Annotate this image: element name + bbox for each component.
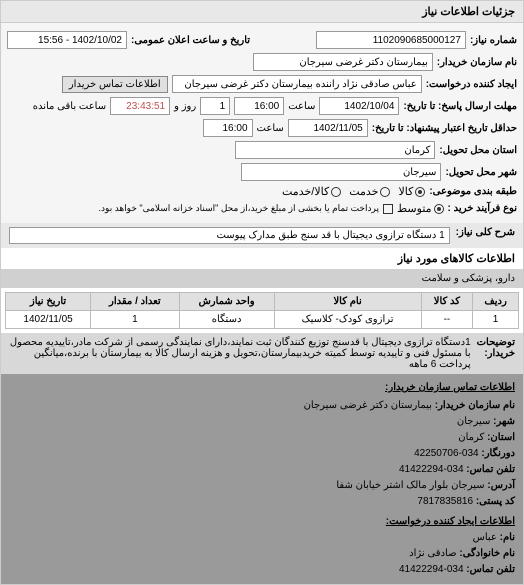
notes-label: توضیحات خریدار: — [477, 337, 515, 370]
cell-qty: 1 — [91, 311, 180, 329]
req-number-field: 1102090685000127 — [316, 31, 466, 49]
col-qty: تعداد / مقدار — [91, 293, 180, 311]
req-number-label: شماره نیاز: — [470, 35, 517, 46]
remaining-time-field: 23:43:51 — [110, 97, 170, 115]
col-name: نام کالا — [274, 293, 421, 311]
col-row: ردیف — [473, 293, 519, 311]
buyer-contact-button[interactable]: اطلاعات تماس خریدار — [62, 76, 168, 93]
cell-date: 1402/11/05 — [6, 311, 91, 329]
delivery-province-field: کرمان — [235, 141, 435, 159]
purchase-note: پرداخت تمام یا بخشی از مبلغ خرید،از محل … — [99, 203, 379, 214]
contact-org: بیمارستان دکتر غرضی سیرجان — [304, 400, 432, 411]
contact-phone2-label: تلفن تماس: — [466, 564, 515, 575]
deadline-date-field: 1402/10/04 — [319, 97, 399, 115]
treasury-checkbox[interactable] — [383, 204, 393, 214]
contact-phone: 034-41422294 — [399, 464, 464, 475]
cell-row: 1 — [473, 311, 519, 329]
contact-name-label: نام: — [500, 532, 515, 543]
contact-province-label: استان: — [487, 432, 515, 443]
delivery-city-label: شهر محل تحویل: — [445, 167, 517, 178]
contact-postal-label: کد پستی: — [476, 496, 515, 507]
deadline-label: مهلت ارسال پاسخ: تا تاریخ: — [403, 101, 517, 112]
budget-label: طبقه بندی موضوعی: — [429, 186, 517, 197]
col-code: کد کالا — [421, 293, 473, 311]
radio-mid[interactable]: متوسط — [397, 202, 444, 215]
contact-province: کرمان — [458, 432, 484, 443]
desc-label: شرح کلی نیاز: — [456, 227, 515, 238]
contact-fax: 034-42250706 — [414, 448, 479, 459]
contact-fax-label: دورنگار: — [481, 448, 515, 459]
contact-name: عباس — [473, 532, 497, 543]
radio-service-label: خدمت — [349, 185, 378, 198]
contact-title: اطلاعات تماس سازمان خریدار: — [9, 380, 515, 396]
notes-text: 1دستگاه ترازوی دیجیتال با قدسنج توزیع کن… — [9, 337, 471, 370]
days-label: روز و — [174, 101, 196, 112]
contact-phone-label: تلفن تماس: — [466, 464, 515, 475]
contact-section: اطلاعات تماس سازمان خریدار: نام سازمان خ… — [1, 374, 523, 584]
delivery-province-label: استان محل تحویل: — [439, 145, 517, 156]
time-label-2: ساعت — [257, 123, 284, 134]
radio-goods[interactable]: کالا — [398, 185, 425, 198]
buyer-name-label: نام سازمان خریدار: — [437, 57, 517, 68]
contact-city-label: شهر: — [493, 416, 515, 427]
radio-icon — [415, 187, 425, 197]
contact-lastname-label: نام خانوادگی: — [459, 548, 515, 559]
valid-date-field: 1402/11/05 — [288, 119, 368, 137]
creator-label: ایجاد کننده درخواست: — [426, 79, 517, 90]
contact-phone2: 034-41422294 — [399, 564, 464, 575]
contact-city: سیرجان — [457, 416, 491, 427]
category-box: دارو، پزشکی و سلامت — [1, 269, 523, 288]
panel-header: جزئیات اطلاعات نیاز — [1, 1, 523, 23]
radio-icon — [331, 187, 341, 197]
remaining-label: ساعت باقی مانده — [33, 101, 106, 112]
cell-name: ترازوی کودک- کلاسیک — [274, 311, 421, 329]
creator-field: عباس صادقی نژاد راننده بیمارستان دکتر غر… — [172, 75, 422, 93]
radio-icon — [434, 204, 444, 214]
public-date-field: 1402/10/02 - 15:56 — [7, 31, 127, 49]
time-label-1: ساعت — [288, 101, 315, 112]
req-creator-label: اطلاعات ایجاد کننده درخواست: — [9, 514, 515, 530]
contact-addr-label: آدرس: — [487, 480, 515, 491]
valid-time-field: 16:00 — [203, 119, 253, 137]
radio-both-label: کالا/خدمت — [282, 185, 329, 198]
table-row: 1 -- ترازوی کودک- کلاسیک دستگاه 1 1402/1… — [6, 311, 519, 329]
cell-unit: دستگاه — [179, 311, 274, 329]
desc-text: 1 دستگاه ترازوی دیجیتال با قد سنج طبق مد… — [9, 227, 450, 244]
purchase-type-label: نوع فرآیند خرید : — [448, 203, 517, 214]
radio-both[interactable]: کالا/خدمت — [282, 185, 341, 198]
subject-radio-group: کالا خدمت کالا/خدمت — [282, 185, 425, 198]
contact-org-label: نام سازمان خریدار: — [435, 400, 515, 411]
col-date: تاریخ نیاز — [6, 293, 91, 311]
contact-lastname: صادقی نژاد — [409, 548, 456, 559]
buyer-name-field: بیمارستان دکتر غرضی سیرجان — [253, 53, 433, 71]
deadline-time-field: 16:00 — [234, 97, 284, 115]
col-unit: واحد شمارش — [179, 293, 274, 311]
radio-goods-label: کالا — [398, 185, 413, 198]
radio-mid-label: متوسط — [397, 202, 432, 215]
items-header: اطلاعات کالاهای مورد نیاز — [1, 248, 523, 269]
public-date-label: تاریخ و ساعت اعلان عمومی: — [131, 35, 250, 46]
radio-service[interactable]: خدمت — [349, 185, 390, 198]
days-field: 1 — [200, 97, 230, 115]
contact-postal: 7817835816 — [417, 496, 473, 507]
contact-addr: سیرجان بلوار مالک اشتر خیابان شفا — [336, 480, 484, 491]
radio-icon — [380, 187, 390, 197]
cell-code: -- — [421, 311, 473, 329]
items-table: ردیف کد کالا نام کالا واحد شمارش تعداد /… — [5, 292, 519, 329]
valid-until-label: حداقل تاریخ اعتبار پیشنهاد: تا تاریخ: — [372, 123, 517, 134]
delivery-city-field: سیرجان — [241, 163, 441, 181]
